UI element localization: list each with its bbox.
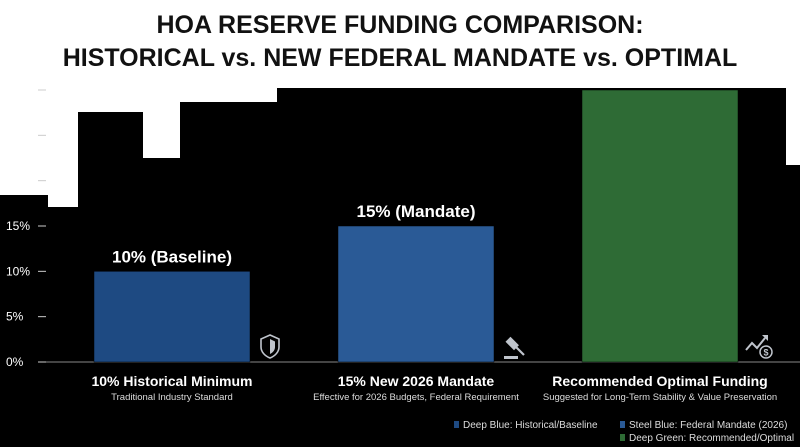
category-labels: 10% Historical Minimum Traditional Indust… bbox=[91, 373, 777, 403]
legend-label: Steel Blue: Federal Mandate (2026) bbox=[629, 420, 787, 431]
x-tick-label: 15% New 2026 Mandate bbox=[338, 373, 495, 389]
y-tick-label: 10% bbox=[6, 264, 30, 278]
data-label: 30% (Optimal) bbox=[603, 66, 716, 85]
x-tick-label: 10% Historical Minimum bbox=[91, 373, 252, 389]
shield-icon bbox=[260, 334, 280, 359]
y-tick-label: 5% bbox=[6, 310, 24, 324]
x-tick-sublabel: Traditional Industry Standard bbox=[111, 392, 233, 403]
svg-text:$: $ bbox=[763, 348, 768, 358]
gavel-icon bbox=[504, 336, 525, 359]
y-tick-label: 15% bbox=[6, 219, 30, 233]
y-tick-label: 0% bbox=[6, 355, 24, 369]
y-tick-label: 30% bbox=[6, 83, 30, 97]
legend: Deep Blue: Historical/Baseline Steel Blue… bbox=[454, 420, 794, 444]
chart-title-line-1: HOA RESERVE FUNDING COMPARISON: bbox=[156, 11, 643, 39]
x-tick-sublabel: Effective for 2026 Budgets, Federal Requ… bbox=[313, 392, 519, 403]
bar bbox=[93, 271, 251, 363]
bar bbox=[337, 225, 495, 363]
bar bbox=[581, 89, 739, 363]
legend-swatch bbox=[620, 421, 625, 428]
bars bbox=[93, 89, 739, 363]
data-label: 10% (Baseline) bbox=[112, 247, 232, 266]
chart-title-line-2: HISTORICAL vs. NEW FEDERAL MANDATE vs. O… bbox=[63, 44, 738, 72]
legend-label: Deep Green: Recommended/Optimal bbox=[629, 433, 794, 444]
legend-swatch bbox=[454, 421, 459, 428]
data-label: 15% (Mandate) bbox=[356, 202, 475, 221]
x-tick-sublabel: Suggested for Long-Term Stability & Valu… bbox=[543, 392, 777, 403]
data-labels: 10% (Baseline) 15% (Mandate) 30% (Optimal) bbox=[112, 66, 717, 266]
x-tick-label: Recommended Optimal Funding bbox=[552, 373, 767, 389]
y-tick-label: 25% bbox=[6, 128, 30, 142]
y-tick-label: 20% bbox=[6, 174, 30, 188]
growth-dollar-icon: $ bbox=[745, 335, 773, 359]
legend-swatch bbox=[620, 434, 625, 441]
legend-label: Deep Blue: Historical/Baseline bbox=[463, 420, 598, 431]
